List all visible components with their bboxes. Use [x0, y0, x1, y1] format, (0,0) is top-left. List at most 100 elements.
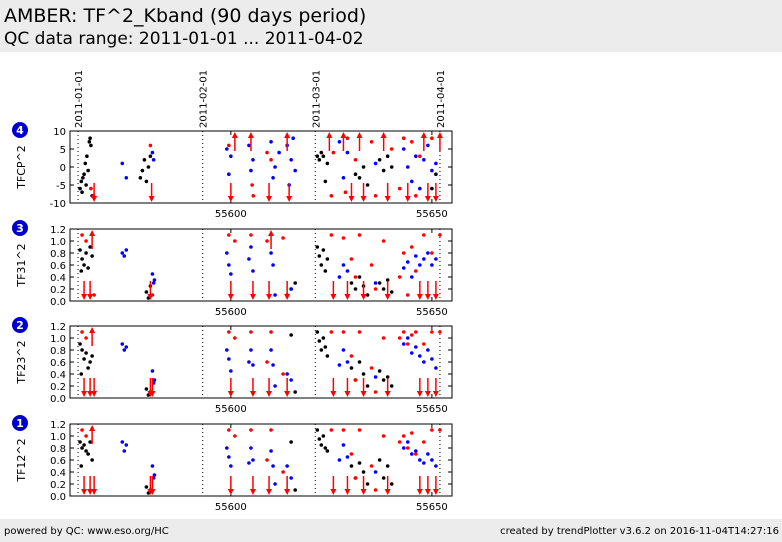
y-tick-label: 1.2	[50, 225, 66, 236]
y-tick-label: 0.2	[50, 285, 66, 296]
data-point	[414, 330, 418, 334]
data-point	[405, 446, 410, 450]
outlier-arrow-head	[360, 489, 367, 495]
data-point	[321, 434, 326, 438]
data-point	[430, 357, 434, 361]
data-point	[247, 143, 251, 148]
data-point	[229, 464, 233, 468]
data-point	[414, 154, 418, 158]
outlier-arrow-head	[227, 294, 234, 300]
data-point	[389, 147, 394, 151]
outlier-arrow-head	[432, 489, 439, 495]
data-point	[373, 287, 378, 291]
data-point	[79, 464, 84, 468]
data-point	[138, 176, 143, 180]
data-point	[319, 348, 324, 352]
data-point	[343, 190, 348, 194]
data-point	[385, 278, 390, 282]
data-point	[124, 176, 129, 180]
y-tick-label: 0	[60, 163, 66, 174]
data-point	[285, 464, 289, 468]
data-point	[249, 330, 253, 334]
panel-frame	[69, 325, 453, 399]
outlier-arrow-head	[89, 327, 96, 333]
outlier-arrow-head	[91, 391, 98, 397]
y-axis-label: TFCP^2	[15, 145, 28, 190]
data-point	[80, 428, 84, 432]
outlier-arrow-head	[81, 294, 88, 300]
data-point	[289, 378, 293, 382]
data-point	[148, 143, 153, 148]
data-point	[325, 354, 330, 358]
data-point	[293, 488, 297, 492]
data-point	[357, 461, 362, 465]
data-point	[83, 161, 88, 166]
data-point	[321, 248, 326, 252]
data-point	[120, 440, 125, 444]
outlier-arrow-head	[326, 132, 333, 138]
data-point	[89, 143, 93, 148]
data-point	[430, 136, 434, 140]
page-subtitle: QC data range: 2011-01-01 ... 2011-04-02	[4, 29, 364, 49]
data-point	[79, 372, 84, 376]
data-point	[409, 179, 414, 184]
x-tick-label: 55600	[215, 404, 247, 415]
data-point	[401, 266, 406, 270]
outlier-arrow-head	[356, 132, 363, 138]
outlier-arrow-head	[340, 132, 347, 138]
data-point	[401, 251, 406, 255]
data-point	[79, 179, 84, 184]
data-point	[86, 266, 90, 270]
outlier-arrow-head	[424, 391, 431, 397]
data-point	[315, 330, 320, 334]
outlier-arrow-head	[360, 196, 367, 202]
data-point	[225, 348, 229, 352]
data-point	[315, 428, 320, 432]
data-point	[249, 446, 253, 450]
data-point	[369, 464, 374, 468]
data-point	[373, 470, 378, 474]
data-point	[414, 449, 418, 453]
data-point	[247, 461, 251, 465]
data-point	[434, 161, 438, 166]
data-point	[86, 168, 90, 173]
footer-credit: powered by QC: www.eso.org/HC	[4, 526, 169, 537]
data-point	[357, 233, 362, 237]
outlier-arrow-head	[384, 294, 391, 300]
data-point	[80, 257, 84, 261]
month-marker-label: 2011-02-01	[199, 70, 210, 128]
data-point	[150, 272, 155, 276]
data-point	[285, 372, 289, 376]
data-point	[233, 239, 237, 243]
data-point	[401, 136, 406, 140]
data-point	[317, 254, 322, 258]
outlier-arrow-head	[416, 294, 423, 300]
data-point	[385, 154, 390, 158]
data-point	[120, 251, 125, 255]
outlier-arrow-head	[284, 489, 291, 495]
data-point	[397, 336, 402, 340]
data-point	[405, 165, 410, 169]
data-point	[369, 366, 374, 370]
data-point	[271, 263, 275, 267]
data-point	[251, 269, 255, 273]
panel-frame	[69, 130, 453, 204]
data-point	[345, 150, 350, 155]
data-point	[323, 269, 328, 273]
data-point	[357, 428, 362, 432]
data-point	[88, 360, 92, 364]
data-point	[124, 345, 129, 349]
data-point	[345, 136, 350, 140]
data-point	[250, 183, 254, 187]
data-point	[84, 251, 88, 255]
data-point	[329, 428, 334, 432]
data-point	[357, 275, 362, 279]
data-point	[82, 357, 86, 361]
outlier-arrow-head	[424, 294, 431, 300]
data-point	[401, 147, 406, 151]
y-tick-label: 0.0	[50, 492, 66, 503]
outlier-arrow-head	[380, 132, 387, 138]
data-point	[430, 263, 434, 267]
outlier-arrow-head	[384, 489, 391, 495]
data-point	[414, 269, 418, 273]
